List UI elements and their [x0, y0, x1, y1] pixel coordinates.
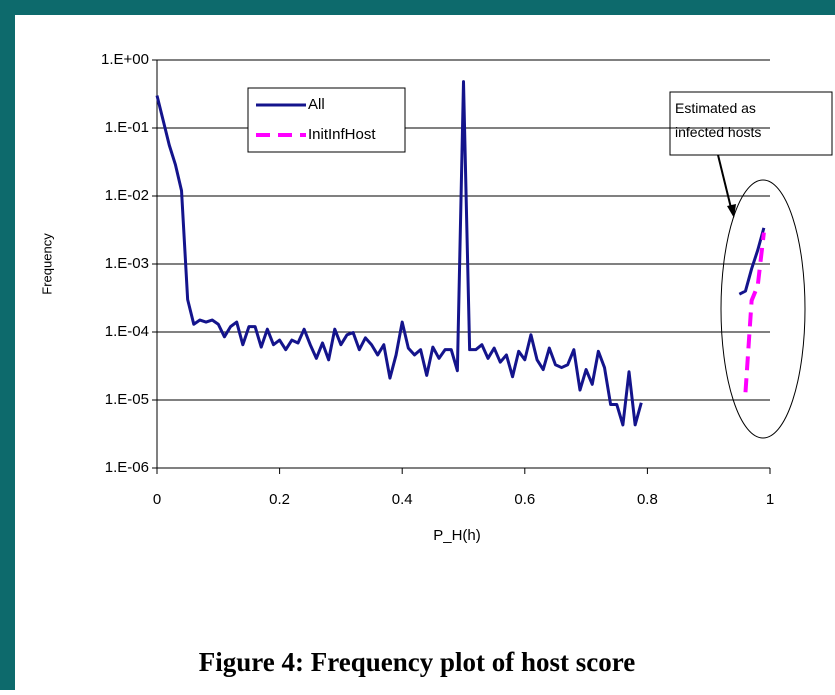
y-axis-label: Frequency	[39, 233, 54, 295]
y-tick-label: 1.E-06	[105, 459, 149, 476]
series-line	[743, 232, 766, 393]
y-tick-label: 1.E-05	[105, 391, 149, 408]
y-tick-label: 1.E-01	[105, 119, 149, 136]
x-tick-label: 1	[766, 491, 774, 508]
x-axis-label: P_H(h)	[433, 527, 481, 544]
y-tick-label: 1.E+00	[101, 51, 149, 68]
x-tick-label: 0.2	[269, 491, 290, 508]
caption: Figure 4: Frequency plot of host score	[199, 647, 635, 677]
series-line	[155, 80, 766, 427]
x-tick-label: 0.8	[637, 491, 658, 508]
x-tick-label: 0.6	[514, 491, 535, 508]
y-tick-label: 1.E-02	[105, 187, 149, 204]
annotation: Estimated as infected hosts	[675, 100, 762, 140]
highlight-ellipse	[720, 179, 806, 439]
x-tick-label: 0.4	[392, 491, 413, 508]
legend-label: All	[308, 96, 325, 113]
annotation-holder: Estimated as infected hosts	[675, 100, 762, 140]
x-tick-label: 0	[153, 491, 161, 508]
annotation-arrow	[717, 154, 733, 213]
legend-label: InitInfHost	[308, 126, 376, 143]
y-tick-label: 1.E-03	[105, 255, 149, 272]
arrow-head	[727, 204, 736, 218]
annotation-box	[669, 91, 833, 156]
y-tick-label: 1.E-04	[105, 323, 149, 340]
legend-box	[247, 87, 406, 153]
